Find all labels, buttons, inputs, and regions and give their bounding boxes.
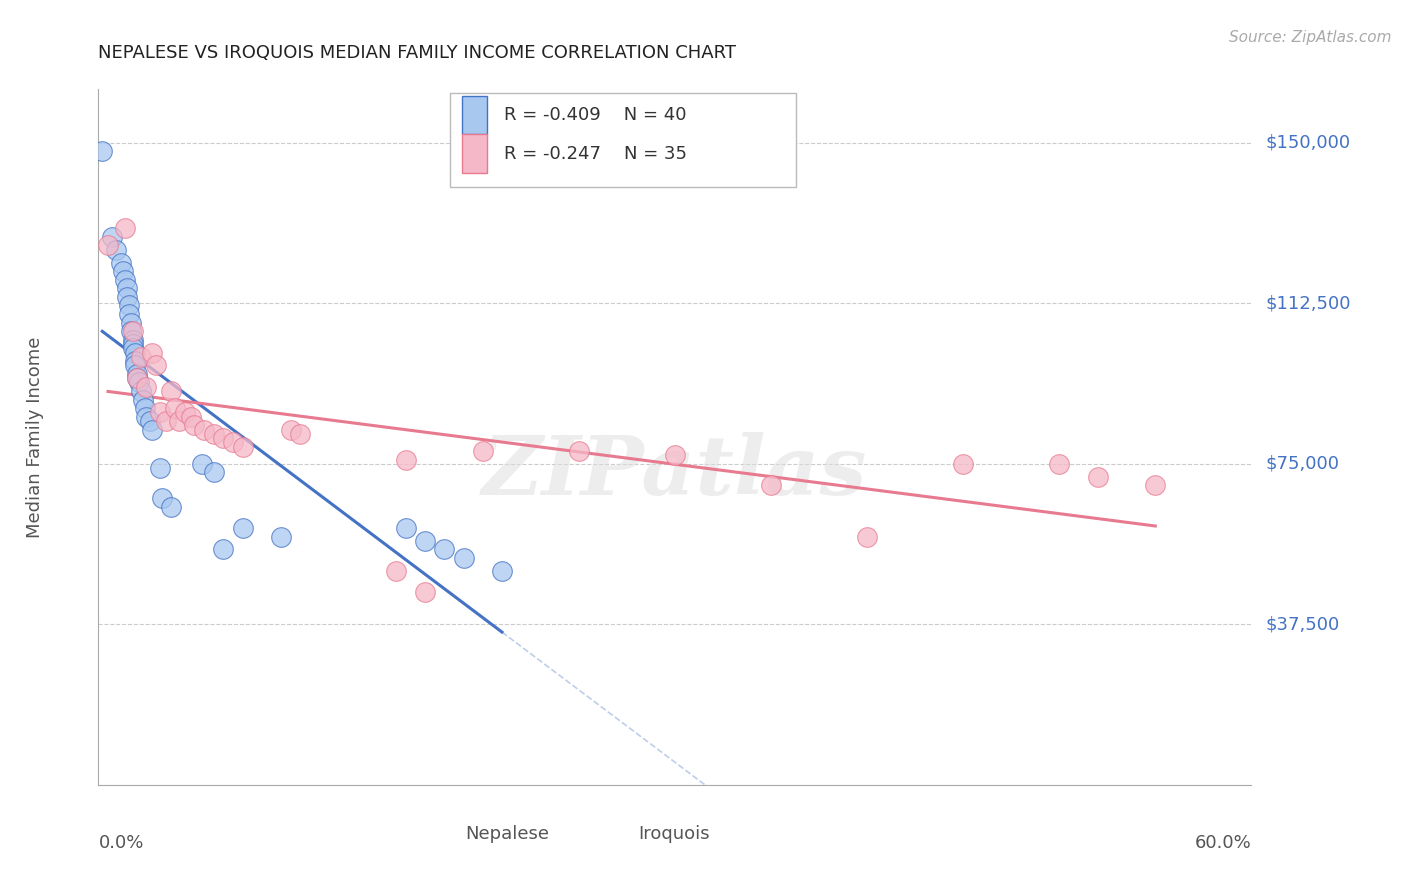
Text: Nepalese: Nepalese	[465, 825, 550, 843]
Point	[212, 431, 235, 445]
Point	[122, 341, 145, 355]
Text: 60.0%: 60.0%	[1195, 834, 1251, 852]
Point	[1144, 478, 1167, 492]
Point	[180, 409, 202, 424]
Point	[290, 426, 312, 441]
Point	[150, 491, 173, 505]
Point	[91, 145, 114, 159]
Point	[128, 376, 150, 390]
Point	[1047, 457, 1070, 471]
Point	[124, 345, 146, 359]
Point	[139, 414, 162, 428]
Point	[202, 466, 225, 480]
Point	[413, 533, 436, 548]
Point	[395, 521, 418, 535]
Point	[117, 281, 138, 295]
Point	[174, 405, 197, 419]
Point	[110, 255, 132, 269]
Point	[759, 478, 782, 492]
Point	[134, 401, 156, 416]
Point	[145, 359, 167, 373]
Point	[129, 350, 152, 364]
Point	[952, 457, 974, 471]
Point	[112, 264, 135, 278]
Point	[120, 324, 142, 338]
Point	[433, 542, 456, 557]
Text: $37,500: $37,500	[1265, 615, 1340, 633]
Point	[160, 500, 183, 514]
Point	[135, 380, 157, 394]
Bar	[461, 96, 486, 135]
Point	[101, 230, 124, 244]
Text: ZIPatlas: ZIPatlas	[482, 432, 868, 512]
Point	[167, 414, 190, 428]
Point	[183, 418, 205, 433]
Point	[125, 371, 148, 385]
Point	[212, 542, 235, 557]
Text: Iroquois: Iroquois	[638, 825, 710, 843]
Text: Median Family Income: Median Family Income	[25, 336, 44, 538]
Text: 0.0%: 0.0%	[98, 834, 143, 852]
Point	[122, 324, 145, 338]
Point	[120, 316, 142, 330]
Point	[118, 307, 141, 321]
Bar	[461, 135, 486, 173]
Point	[231, 440, 254, 454]
Point	[413, 585, 436, 599]
Point	[471, 444, 494, 458]
Point	[270, 530, 292, 544]
Point	[193, 423, 215, 437]
Point	[453, 551, 475, 566]
Text: $112,500: $112,500	[1265, 294, 1351, 312]
Point	[664, 448, 686, 462]
Point	[191, 457, 214, 471]
Point	[141, 423, 163, 437]
Point	[231, 521, 254, 535]
Text: R = -0.247    N = 35: R = -0.247 N = 35	[505, 145, 688, 162]
Point	[222, 435, 245, 450]
Bar	[433, 820, 458, 847]
Point	[104, 243, 127, 257]
Point	[129, 384, 152, 398]
Point	[114, 221, 136, 235]
Point	[568, 444, 591, 458]
Point	[122, 337, 145, 351]
Text: $75,000: $75,000	[1265, 455, 1340, 473]
Text: NEPALESE VS IROQUOIS MEDIAN FAMILY INCOME CORRELATION CHART: NEPALESE VS IROQUOIS MEDIAN FAMILY INCOM…	[98, 45, 737, 62]
Point	[395, 452, 418, 467]
Text: $150,000: $150,000	[1265, 134, 1351, 152]
Point	[125, 371, 148, 385]
Point	[149, 405, 172, 419]
Point	[141, 345, 163, 359]
Text: R = -0.409    N = 40: R = -0.409 N = 40	[505, 106, 686, 124]
Point	[118, 298, 141, 312]
Point	[491, 564, 513, 578]
Point	[97, 238, 120, 252]
Point	[1087, 469, 1109, 483]
Text: Source: ZipAtlas.com: Source: ZipAtlas.com	[1229, 29, 1392, 45]
Point	[149, 461, 172, 475]
Point	[160, 384, 183, 398]
Point	[385, 564, 408, 578]
Point	[117, 290, 138, 304]
Point	[202, 426, 225, 441]
Point	[135, 409, 157, 424]
Point	[125, 367, 148, 381]
Bar	[450, 93, 796, 186]
Point	[114, 273, 136, 287]
Point	[280, 423, 302, 437]
Point	[856, 530, 879, 544]
Point	[124, 359, 146, 373]
Point	[124, 354, 146, 368]
Point	[131, 392, 153, 407]
Bar	[606, 820, 631, 847]
Point	[165, 401, 187, 416]
Point	[122, 333, 145, 347]
Point	[155, 414, 177, 428]
